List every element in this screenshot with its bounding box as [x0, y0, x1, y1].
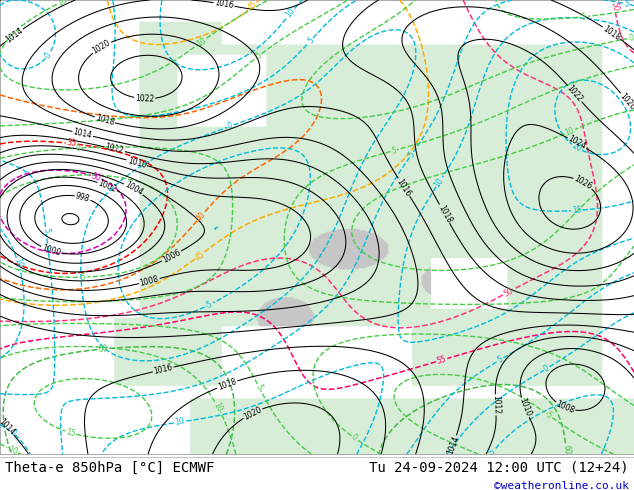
- Text: 60: 60: [561, 444, 571, 455]
- Text: 10: 10: [564, 125, 576, 138]
- Text: 10: 10: [6, 444, 18, 457]
- Text: 1016: 1016: [153, 363, 174, 376]
- Text: 1010: 1010: [517, 397, 533, 418]
- Text: 10: 10: [13, 257, 24, 269]
- Text: 10: 10: [284, 6, 297, 20]
- Text: ©weatheronline.co.uk: ©weatheronline.co.uk: [494, 481, 629, 490]
- Text: 5: 5: [306, 36, 316, 46]
- Text: 10: 10: [56, 0, 68, 8]
- Text: 1020: 1020: [618, 91, 634, 112]
- Text: 20: 20: [571, 141, 583, 154]
- Text: 50: 50: [609, 1, 619, 12]
- Text: 45: 45: [245, 0, 259, 13]
- Text: 1008: 1008: [555, 399, 576, 416]
- Text: 15: 15: [572, 206, 582, 215]
- Text: 1012: 1012: [491, 395, 500, 415]
- Text: 1012: 1012: [104, 143, 125, 156]
- Text: 1018: 1018: [601, 24, 622, 42]
- Text: 1008: 1008: [139, 274, 160, 288]
- Text: Theta-e 850hPa [°C] ECMWF: Theta-e 850hPa [°C] ECMWF: [5, 461, 214, 475]
- Text: 50: 50: [501, 286, 514, 298]
- Text: 5: 5: [254, 50, 264, 61]
- Text: 1016: 1016: [395, 177, 413, 198]
- Text: 15: 15: [65, 427, 77, 439]
- Text: 45: 45: [193, 249, 206, 262]
- Text: 5: 5: [406, 150, 417, 159]
- Text: 5: 5: [623, 0, 630, 9]
- Text: 1010: 1010: [126, 156, 147, 170]
- Text: 0: 0: [628, 33, 634, 43]
- Text: 998: 998: [74, 191, 91, 204]
- Text: 10: 10: [174, 417, 185, 427]
- Text: 5: 5: [254, 383, 264, 392]
- Text: 10: 10: [433, 176, 446, 189]
- Text: 60: 60: [98, 344, 108, 354]
- Text: 1004: 1004: [123, 180, 144, 198]
- Text: 0: 0: [226, 121, 234, 131]
- Text: 1014: 1014: [0, 417, 16, 437]
- Text: 5: 5: [41, 227, 51, 233]
- Text: 1024: 1024: [566, 134, 588, 151]
- Text: -5: -5: [487, 446, 498, 458]
- Text: -5: -5: [204, 299, 214, 311]
- Text: 1022: 1022: [135, 94, 154, 103]
- Text: 1014: 1014: [445, 435, 460, 456]
- Text: 1006: 1006: [161, 248, 183, 265]
- Text: -5: -5: [579, 12, 587, 22]
- Text: 5: 5: [496, 354, 505, 365]
- Text: 0: 0: [75, 144, 81, 152]
- Text: 0: 0: [8, 428, 17, 438]
- Text: -5: -5: [543, 409, 554, 421]
- Text: 35: 35: [66, 139, 77, 148]
- Text: -5: -5: [79, 272, 87, 282]
- Text: 1018: 1018: [94, 113, 115, 127]
- Text: Tu 24-09-2024 12:00 UTC (12+24): Tu 24-09-2024 12:00 UTC (12+24): [369, 461, 629, 475]
- Text: 30: 30: [90, 171, 103, 183]
- Text: 0: 0: [350, 433, 359, 443]
- Text: 55: 55: [436, 354, 448, 366]
- Text: 1014: 1014: [4, 26, 25, 45]
- Text: 1018: 1018: [436, 203, 453, 224]
- Text: 5: 5: [391, 146, 398, 155]
- Text: 1020: 1020: [242, 405, 263, 421]
- Text: 1014: 1014: [72, 127, 93, 141]
- Text: 1002: 1002: [97, 178, 118, 194]
- Text: 10: 10: [212, 400, 224, 413]
- Text: 1022: 1022: [565, 83, 585, 104]
- Text: 1018: 1018: [217, 377, 238, 392]
- Text: 40: 40: [194, 210, 207, 223]
- Text: 1026: 1026: [573, 174, 593, 191]
- Text: 10: 10: [195, 35, 209, 48]
- Text: 1020: 1020: [91, 38, 112, 56]
- Text: 1016: 1016: [214, 0, 235, 10]
- Text: 1000: 1000: [41, 243, 61, 258]
- Text: 0: 0: [542, 364, 551, 373]
- Text: 0: 0: [42, 51, 53, 60]
